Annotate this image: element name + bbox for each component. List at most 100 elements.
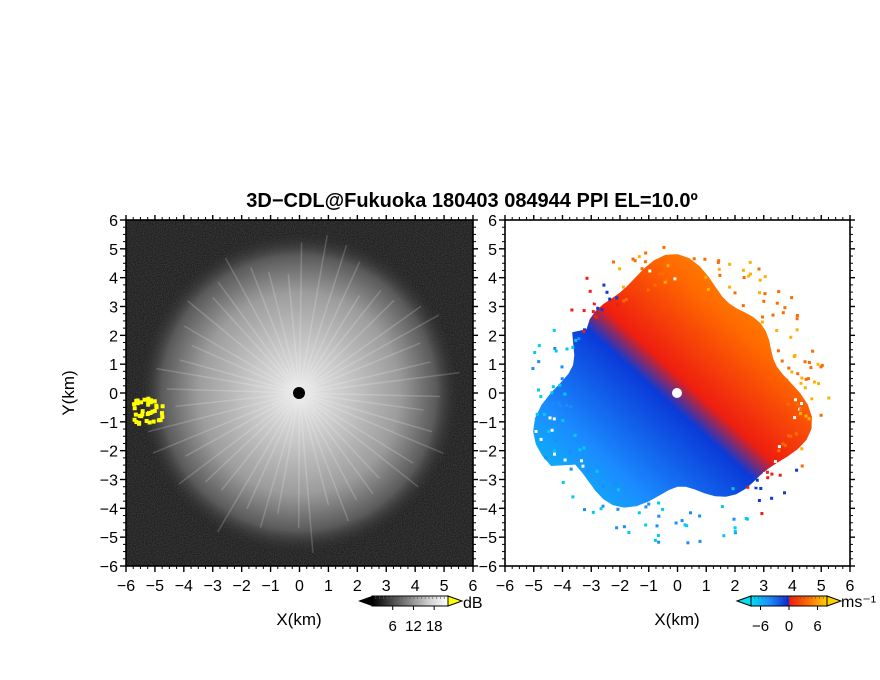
left-echo-ray	[298, 299, 395, 394]
right-velocity-cell	[804, 377, 808, 381]
right-velocity-cell	[786, 434, 790, 438]
left-echo-ray	[298, 234, 328, 394]
right-velocity-cell	[631, 257, 635, 261]
left-xtick-label: −1	[261, 578, 279, 595]
left-xtick-label: 1	[324, 578, 333, 595]
right-velocity-cell	[816, 362, 820, 366]
left-echo-ray	[299, 314, 440, 394]
right-velocity-cell	[698, 514, 702, 518]
right-velocity-cell	[704, 275, 708, 279]
right-velocity-cell	[689, 511, 692, 515]
right-velocity-cell	[563, 314, 567, 318]
right-velocity-cell	[593, 299, 597, 303]
right-velocity-cell	[795, 403, 799, 406]
left-bright-cell	[135, 401, 140, 406]
right-velocity-cell	[560, 377, 564, 381]
right-ytick-label: 1	[488, 357, 497, 374]
right-velocity-cell	[748, 260, 752, 264]
right-velocity-cell	[599, 507, 603, 511]
right-velocity-cell	[644, 523, 648, 527]
right-velocity-cell	[622, 525, 626, 529]
right-velocity-cell	[728, 262, 732, 266]
right-xtick-label: −2	[611, 578, 629, 595]
right-velocity-cell	[819, 413, 823, 417]
left-echo-ray	[217, 392, 301, 533]
right-velocity-cell	[762, 299, 766, 303]
right-velocity-cell	[612, 260, 615, 264]
right-velocity-cell	[583, 328, 586, 332]
right-radar-center	[672, 388, 682, 398]
right-velocity-cell	[770, 496, 774, 500]
right-velocity-cell	[615, 526, 619, 530]
left-ytick-label: 3	[109, 300, 118, 317]
right-velocity-cell	[531, 367, 535, 370]
right-velocity-cell	[725, 498, 729, 502]
right-velocity-cell	[537, 344, 541, 348]
left-echo-ray	[187, 300, 300, 394]
left-echo-ray	[268, 271, 301, 394]
left-bright-cell	[137, 421, 142, 426]
right-velocity-cell	[776, 311, 779, 315]
left-echo-ray	[185, 392, 300, 457]
right-velocity-cell	[741, 268, 745, 272]
right-velocity-cell	[552, 328, 556, 332]
right-velocity-cell	[663, 264, 667, 268]
right-velocity-cell	[550, 428, 554, 432]
left-bright-cell	[148, 410, 153, 415]
right-velocity-cell	[790, 370, 794, 374]
right-velocity-cell	[790, 296, 794, 300]
right-velocity-cell	[662, 245, 666, 249]
right-velocity-cell	[581, 313, 585, 317]
right-velocity-cell	[799, 408, 803, 412]
right-velocity-cell	[560, 365, 564, 369]
right-xtick-label: 2	[731, 578, 740, 595]
right-velocity-cell	[563, 423, 567, 427]
right-velocity-cell	[703, 257, 707, 261]
left-x-axis-label: X(km)	[276, 610, 321, 629]
left-xtick-label: −2	[233, 578, 251, 595]
right-velocity-cell	[593, 314, 597, 318]
right-velocity-cell	[565, 404, 569, 408]
right-velocity-cell	[646, 288, 650, 292]
right-velocity-cell	[561, 419, 565, 422]
left-echo-ray	[298, 392, 314, 553]
right-velocity-cell	[535, 412, 539, 416]
right-velocity-cell	[758, 278, 762, 282]
right-velocity-cell	[741, 304, 745, 308]
right-velocity-cell	[573, 433, 577, 437]
right-velocity-cell	[761, 315, 764, 319]
right-velocity-cell	[692, 522, 696, 526]
right-xtick-label: 1	[702, 578, 711, 595]
right-velocity-cell	[548, 416, 552, 420]
right-velocity-cell	[685, 524, 689, 528]
right-velocity-cell	[809, 366, 813, 370]
right-velocity-cell	[533, 351, 537, 354]
right-xtick-label: −4	[553, 578, 571, 595]
right-ytick-label: −1	[479, 415, 497, 432]
right-velocity-cell	[553, 347, 557, 350]
right-velocity-cell	[804, 414, 808, 418]
right-colorbar-tick-label: 0	[785, 618, 793, 635]
right-velocity-cell	[661, 507, 665, 511]
left-echo-ray	[147, 392, 300, 433]
right-velocity-cell	[554, 439, 558, 443]
right-velocity-cell	[718, 273, 722, 277]
right-velocity-cell	[616, 303, 619, 307]
right-velocity-cell	[571, 495, 575, 499]
left-xtick-label: −3	[204, 578, 222, 595]
right-velocity-cell	[771, 313, 775, 317]
right-velocity-cell	[583, 508, 586, 512]
left-echo-ray	[299, 361, 431, 394]
right-velocity-cell	[595, 469, 599, 473]
right-velocity-cell	[827, 396, 831, 400]
left-echo-ray	[299, 392, 419, 488]
right-velocity-cell	[730, 269, 734, 273]
right-velocity-cell	[640, 267, 644, 271]
right-xtick-label: 3	[759, 578, 768, 595]
right-velocity-cell	[556, 401, 560, 405]
right-velocity-cell	[793, 354, 797, 357]
right-velocity-cell	[777, 290, 781, 294]
left-xtick-label: −6	[117, 578, 135, 595]
left-echo-ray	[298, 392, 381, 479]
right-velocity-cell	[789, 434, 793, 438]
